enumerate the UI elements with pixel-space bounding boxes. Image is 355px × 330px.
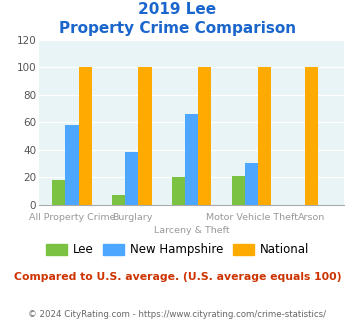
Bar	[232, 176, 245, 205]
Bar	[52, 180, 65, 205]
Bar	[198, 67, 212, 205]
Bar	[172, 177, 185, 205]
Bar	[65, 125, 78, 205]
Text: © 2024 CityRating.com - https://www.cityrating.com/crime-statistics/: © 2024 CityRating.com - https://www.city…	[28, 310, 327, 319]
Text: Motor Vehicle Theft: Motor Vehicle Theft	[206, 213, 297, 222]
Legend: Lee, New Hampshire, National: Lee, New Hampshire, National	[41, 239, 314, 261]
Bar	[245, 163, 258, 205]
Bar	[258, 67, 271, 205]
Bar	[185, 114, 198, 205]
Bar	[112, 195, 125, 205]
Text: Property Crime Comparison: Property Crime Comparison	[59, 21, 296, 36]
Bar	[78, 67, 92, 205]
Text: Compared to U.S. average. (U.S. average equals 100): Compared to U.S. average. (U.S. average …	[14, 272, 341, 282]
Bar	[125, 152, 138, 205]
Text: Burglary: Burglary	[112, 213, 152, 222]
Bar	[305, 67, 318, 205]
Text: All Property Crime: All Property Crime	[29, 213, 115, 222]
Text: Arson: Arson	[298, 213, 325, 222]
Text: 2019 Lee: 2019 Lee	[138, 2, 217, 16]
Text: Larceny & Theft: Larceny & Theft	[154, 226, 230, 235]
Bar	[138, 67, 152, 205]
